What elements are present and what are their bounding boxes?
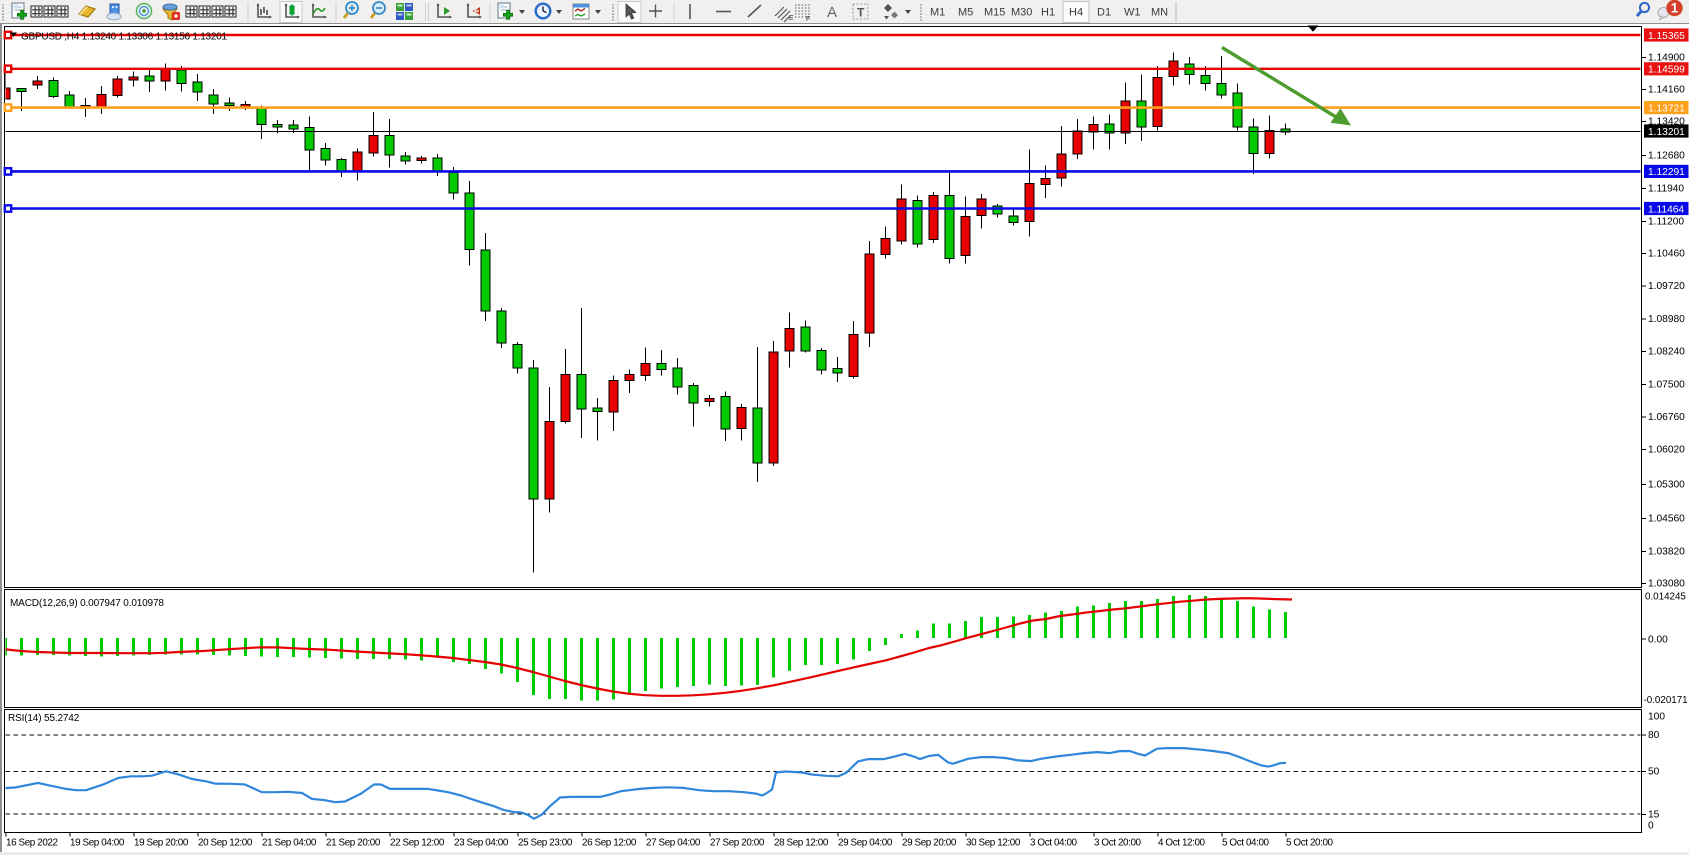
svg-text:1.04560: 1.04560 bbox=[1648, 514, 1685, 525]
svg-text:1.06020: 1.06020 bbox=[1648, 445, 1685, 456]
svg-text:26 Sep 12:00: 26 Sep 12:00 bbox=[582, 838, 637, 849]
svg-text:1.14900: 1.14900 bbox=[1648, 53, 1685, 64]
svg-text:1.06760: 1.06760 bbox=[1648, 412, 1685, 423]
svg-text:80: 80 bbox=[1648, 730, 1660, 741]
svg-text:21 Sep 04:00: 21 Sep 04:00 bbox=[262, 838, 317, 849]
svg-text:1.15365: 1.15365 bbox=[1648, 31, 1685, 42]
svg-text:19 Sep 20:00: 19 Sep 20:00 bbox=[134, 838, 189, 849]
svg-text:22 Sep 12:00: 22 Sep 12:00 bbox=[390, 838, 445, 849]
svg-text:1.07500: 1.07500 bbox=[1648, 380, 1685, 391]
svg-text:30 Sep 12:00: 30 Sep 12:00 bbox=[966, 838, 1021, 849]
svg-text:27 Sep 04:00: 27 Sep 04:00 bbox=[646, 838, 701, 849]
svg-text:-0.020171: -0.020171 bbox=[1644, 695, 1688, 706]
svg-text:0: 0 bbox=[1648, 821, 1654, 832]
svg-text:MN: MN bbox=[1151, 7, 1168, 19]
svg-text:M30: M30 bbox=[1011, 7, 1032, 19]
svg-text:1.13420: 1.13420 bbox=[1648, 117, 1685, 128]
svg-text:1.14160: 1.14160 bbox=[1648, 85, 1685, 96]
svg-text:1.03080: 1.03080 bbox=[1648, 579, 1685, 590]
svg-text:3 Oct 20:00: 3 Oct 20:00 bbox=[1094, 838, 1142, 849]
svg-text:GBPUSD ,H4 1.13240 1.13306 1.: GBPUSD ,H4 1.13240 1.13306 1.13156 1.132… bbox=[21, 32, 227, 43]
svg-text:1.09720: 1.09720 bbox=[1648, 281, 1685, 292]
svg-text:RSI(14) 55.2742: RSI(14) 55.2742 bbox=[8, 713, 80, 724]
svg-text:5 Oct 04:00: 5 Oct 04:00 bbox=[1222, 838, 1270, 849]
svg-text:1.03820: 1.03820 bbox=[1648, 547, 1685, 558]
svg-text:100: 100 bbox=[1648, 712, 1665, 723]
svg-text:1.11940: 1.11940 bbox=[1648, 184, 1684, 195]
svg-text:3 Oct 04:00: 3 Oct 04:00 bbox=[1030, 838, 1078, 849]
svg-text:MACD(12,26,9) 0.007947 0.01097: MACD(12,26,9) 0.007947 0.010978 bbox=[10, 598, 164, 609]
svg-text:F: F bbox=[806, 16, 810, 23]
svg-text:23 Sep 04:00: 23 Sep 04:00 bbox=[454, 838, 509, 849]
svg-text:T: T bbox=[857, 6, 865, 20]
svg-text:M5: M5 bbox=[958, 7, 973, 19]
svg-text:H1: H1 bbox=[1041, 7, 1055, 19]
svg-text:0.00: 0.00 bbox=[1648, 634, 1668, 645]
svg-text:1.11464: 1.11464 bbox=[1648, 204, 1684, 215]
svg-text:1.12291: 1.12291 bbox=[1648, 167, 1685, 178]
svg-text:27 Sep 20:00: 27 Sep 20:00 bbox=[710, 838, 765, 849]
svg-text:0.014245: 0.014245 bbox=[1645, 592, 1686, 603]
svg-text:1.08240: 1.08240 bbox=[1648, 347, 1685, 358]
svg-text:D1: D1 bbox=[1097, 7, 1111, 19]
svg-text:H4: H4 bbox=[1069, 7, 1083, 19]
svg-text:19 Sep 04:00: 19 Sep 04:00 bbox=[70, 838, 125, 849]
svg-text:21 Sep 20:00: 21 Sep 20:00 bbox=[326, 838, 381, 849]
svg-text:1.10460: 1.10460 bbox=[1648, 249, 1685, 260]
svg-text:1.08980: 1.08980 bbox=[1648, 314, 1685, 325]
svg-text:1.13721: 1.13721 bbox=[1648, 103, 1685, 114]
svg-text:1.11200: 1.11200 bbox=[1648, 217, 1684, 228]
svg-text:1.13201: 1.13201 bbox=[1648, 127, 1685, 138]
svg-text:A: A bbox=[827, 4, 837, 21]
svg-text:29 Sep 20:00: 29 Sep 20:00 bbox=[902, 838, 957, 849]
svg-text:29 Sep 04:00: 29 Sep 04:00 bbox=[838, 838, 893, 849]
svg-text:20 Sep 12:00: 20 Sep 12:00 bbox=[198, 838, 253, 849]
svg-text:E: E bbox=[789, 15, 794, 22]
svg-text:5 Oct 20:00: 5 Oct 20:00 bbox=[1286, 838, 1334, 849]
svg-text:25 Sep 23:00: 25 Sep 23:00 bbox=[518, 838, 573, 849]
svg-text:4 Oct 12:00: 4 Oct 12:00 bbox=[1158, 838, 1206, 849]
svg-text:1.14599: 1.14599 bbox=[1648, 65, 1685, 76]
svg-text:W1: W1 bbox=[1124, 7, 1141, 19]
svg-text:M15: M15 bbox=[984, 7, 1005, 19]
svg-text:28 Sep 12:00: 28 Sep 12:00 bbox=[774, 838, 829, 849]
svg-text:1.05300: 1.05300 bbox=[1648, 480, 1685, 491]
svg-text:1: 1 bbox=[1671, 1, 1679, 16]
svg-text:16 Sep 2022: 16 Sep 2022 bbox=[6, 838, 58, 849]
svg-text:1.12680: 1.12680 bbox=[1648, 151, 1685, 162]
svg-text:M1: M1 bbox=[930, 7, 945, 19]
svg-text:50: 50 bbox=[1648, 767, 1660, 778]
svg-text:15: 15 bbox=[1648, 810, 1660, 821]
